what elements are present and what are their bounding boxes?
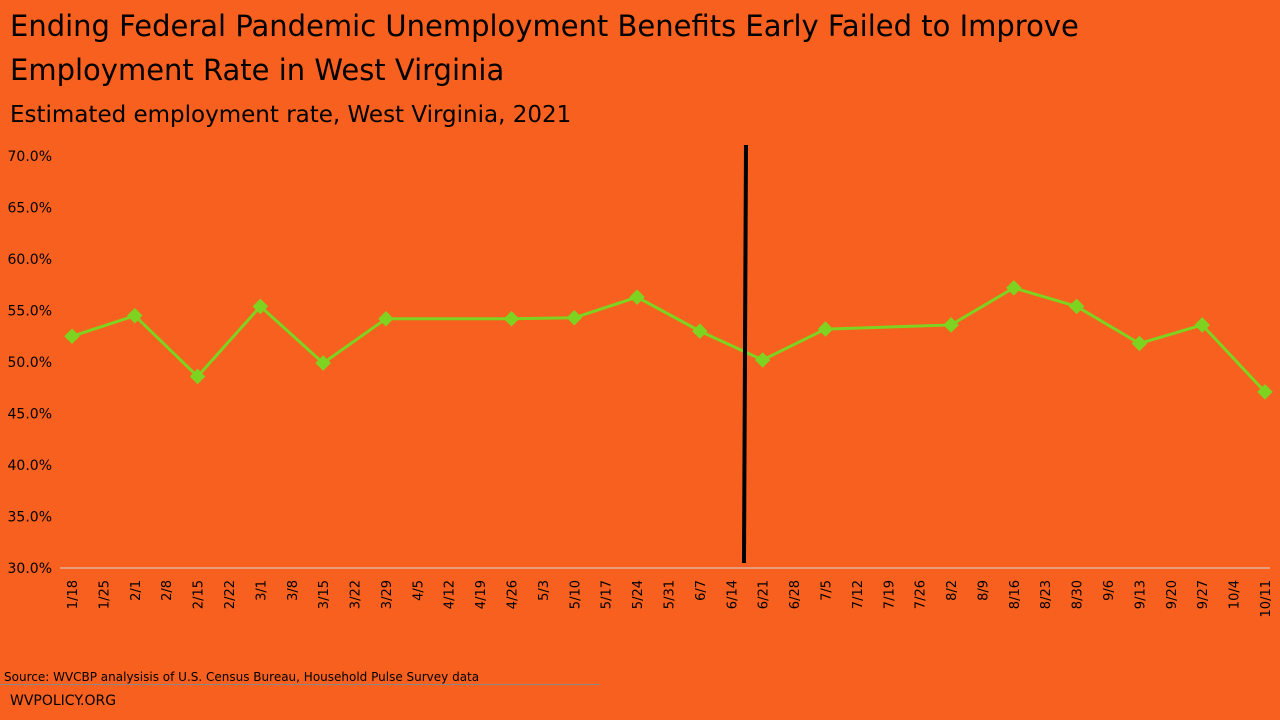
chart-title: Ending Federal Pandemic Unemployment Ben… (10, 9, 1079, 87)
data-point (566, 309, 583, 326)
x-tick-label: 4/19 (474, 580, 489, 609)
source-divider (0, 684, 600, 685)
x-tick-label: 7/5 (819, 580, 834, 601)
x-tick-label: 8/9 (976, 580, 991, 601)
data-point (943, 317, 959, 333)
x-tick-label: 4/12 (443, 580, 458, 609)
x-tick-label: 6/7 (694, 580, 709, 601)
y-tick-label: 30.0% (8, 561, 52, 577)
x-tick-label: 8/16 (1008, 580, 1023, 609)
x-tick-label: 2/22 (223, 580, 238, 609)
y-tick-label: 65.0% (8, 201, 52, 217)
x-tick-label: 6/28 (788, 580, 803, 609)
data-point (1194, 317, 1210, 333)
x-tick-label: 10/11 (1259, 580, 1274, 617)
data-point (629, 289, 645, 305)
x-tick-label: 7/19 (882, 580, 897, 609)
source-note: Source: WVCBP analysisis of U.S. Census … (4, 670, 480, 684)
x-tick-label: 6/21 (757, 580, 772, 609)
data-point (189, 368, 206, 385)
x-tick-label: 2/1 (129, 580, 144, 601)
y-tick-label: 40.0% (8, 458, 52, 474)
x-tick-label: 1/25 (97, 580, 112, 609)
y-tick-label: 50.0% (8, 355, 52, 371)
x-tick-label: 5/24 (631, 580, 646, 609)
x-tick-label: 9/13 (1133, 580, 1148, 609)
x-tick-label: 5/3 (537, 580, 552, 601)
x-tick-label: 8/2 (945, 580, 960, 601)
data-point (64, 328, 80, 345)
x-tick-label: 4/26 (506, 580, 521, 609)
data-point (754, 352, 771, 368)
x-tick-label: 6/14 (725, 580, 740, 609)
x-tick-label: 3/8 (286, 580, 301, 601)
data-point (1131, 335, 1148, 352)
data-point (817, 321, 834, 337)
x-tick-label: 3/22 (349, 580, 364, 609)
chart-subtitle: Estimated employment rate, West Virginia… (10, 102, 572, 128)
data-point (1257, 384, 1273, 400)
x-tick-label: 9/6 (1102, 580, 1117, 601)
x-tick-label: 8/30 (1071, 580, 1086, 609)
data-point (692, 323, 708, 339)
reference-line (741, 144, 748, 564)
x-tick-label: 2/8 (160, 580, 175, 601)
x-tick-label: 4/5 (411, 580, 426, 601)
x-tick-label: 1/18 (66, 580, 81, 609)
data-point (1068, 298, 1085, 315)
data-point (503, 310, 520, 327)
data-point (1006, 280, 1022, 296)
series-line (71, 286, 1267, 393)
y-tick-label: 55.0% (8, 304, 52, 320)
x-tick-label: 3/1 (254, 580, 269, 601)
y-tick-label: 45.0% (8, 407, 52, 423)
y-tick-label: 35.0% (8, 510, 52, 526)
x-tick-label: 5/17 (600, 580, 615, 609)
x-tick-label: 9/20 (1165, 580, 1180, 609)
x-tick-label: 8/23 (1039, 580, 1054, 609)
x-tick-label: 9/27 (1196, 580, 1211, 609)
x-tick-label: 10/4 (1228, 580, 1243, 609)
x-tick-label: 2/15 (192, 580, 207, 609)
x-tick-label: 3/29 (380, 580, 395, 609)
data-point (127, 307, 143, 324)
x-tick-label: 5/10 (568, 580, 583, 609)
y-tick-label: 70.0% (8, 149, 52, 165)
site-label: WVPOLICY.ORG (10, 693, 117, 709)
x-tick-label: 3/15 (317, 580, 332, 609)
y-tick-label: 60.0% (8, 252, 52, 268)
x-tick-label: 7/12 (851, 580, 866, 609)
x-tick-label: 7/26 (914, 580, 929, 609)
x-tick-label: 5/31 (663, 580, 678, 609)
